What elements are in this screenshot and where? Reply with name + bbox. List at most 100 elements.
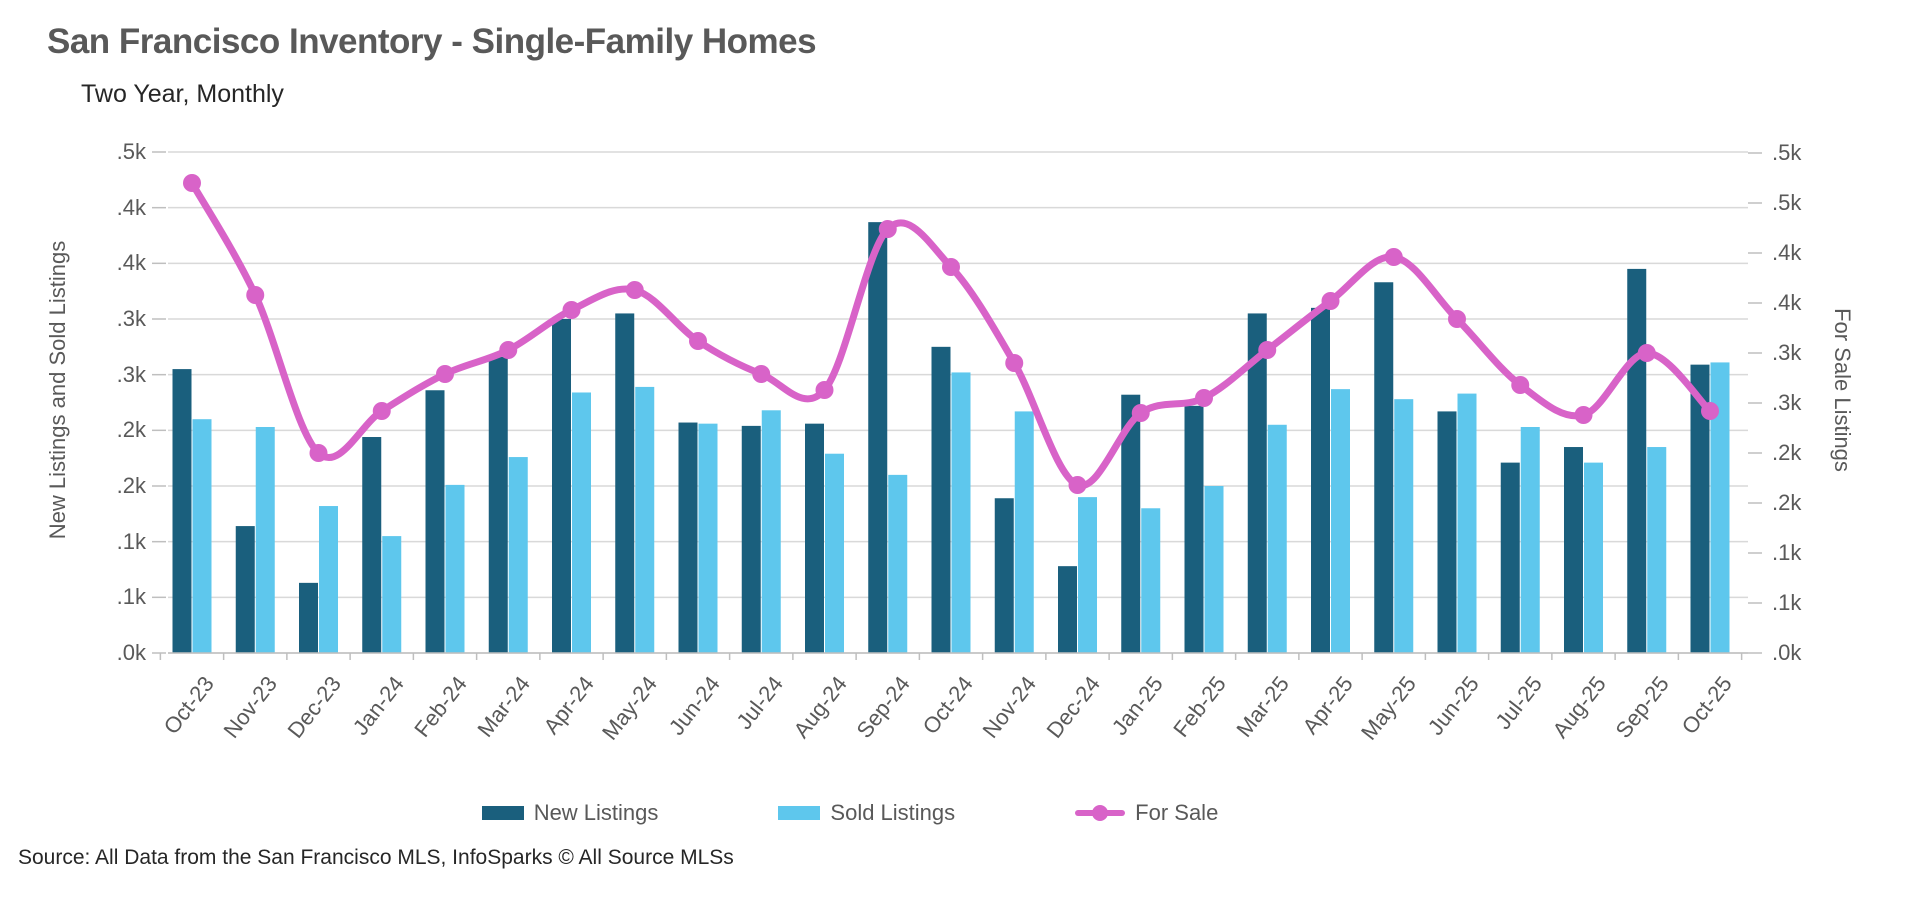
right-axis-tick-label: .4k [1772,290,1802,315]
bar-new-listings [1184,405,1204,653]
for-sale-point [309,444,328,462]
bar-new-listings [172,369,192,653]
for-sale-point [1448,310,1466,328]
chart-legend: New Listings Sold Listings For Sale [0,800,1700,826]
bar-new-listings [1247,313,1267,653]
for-sale-line [188,179,1714,490]
for-sale-point [1005,354,1024,372]
for-sale-point [372,402,391,420]
for-sale-point [562,301,581,319]
legend-label: New Listings [533,800,659,825]
bar-sold-listings [192,419,212,653]
for-sale-point [246,286,265,304]
right-axis-tick-label: .5k [1772,190,1802,215]
bar-sold-listings [1520,426,1540,653]
bar-sold-listings [761,410,781,653]
bar-new-listings [678,422,698,653]
left-axis-tick-label: .2k [116,417,146,443]
left-axis-tick-label: .1k [116,584,146,610]
for-sale-point [878,220,897,238]
bar-new-listings [1627,268,1647,653]
for-sale-point [1068,476,1087,494]
right-axis-tick-label: .4k [1772,240,1802,265]
legend-label: Sold Listings [830,800,956,825]
right-axis-tick-label: .3k [1772,390,1802,415]
bar-new-listings [299,582,318,653]
for-sale-point [1321,292,1340,310]
bar-sold-listings [445,484,465,653]
bar-sold-listings [1267,424,1287,653]
chart-title: San Francisco Inventory - Single-Family … [47,22,817,61]
right-axis-tick-label: .3k [1772,340,1802,365]
bar-sold-listings [319,506,338,653]
bar-sold-listings [255,426,275,653]
bar-new-listings [1121,394,1141,653]
bar-sold-listings [698,423,718,653]
bar-sold-listings [825,453,844,653]
bar-new-listings [1500,462,1520,653]
bar-new-listings [615,313,635,653]
bar-new-listings [425,390,445,653]
bar-new-listings [805,423,824,653]
bar-new-listings [741,425,761,653]
legend-swatch-icon [778,806,821,820]
bar-sold-listings [1141,508,1161,653]
bar-new-listings [362,437,382,653]
left-axis-tick-label: .4k [116,250,146,276]
bar-sold-listings [1204,486,1224,653]
left-axis-tick-label: .4k [116,194,146,220]
left-axis-tick-label: .3k [116,361,146,387]
legend-swatch-icon [481,806,524,820]
bar-new-listings [1437,411,1457,653]
right-axis-tick-label: .5k [1772,140,1802,165]
bar-sold-listings [635,386,655,653]
for-sale-point [689,332,707,350]
for-sale-point [1637,344,1656,362]
bar-sold-listings [951,372,971,653]
for-sale-point [1574,406,1593,424]
for-sale-point [1258,341,1277,359]
bar-sold-listings [1078,497,1097,653]
left-axis-tick-label: .0k [116,640,146,665]
legend-item-sold-listings: Sold Listings [778,800,955,826]
for-sale-point [183,174,201,192]
bar-new-listings [994,498,1014,653]
right-axis-tick-label: .0k [1772,640,1802,665]
legend-label: For Sale [1135,800,1219,825]
for-sale-point [942,258,960,276]
legend-line-marker [1092,805,1109,821]
bar-new-listings [1374,282,1394,653]
bar-new-listings [931,346,951,653]
right-axis-tick-label: .1k [1772,590,1802,615]
bar-new-listings [235,526,255,653]
for-sale-point [1384,248,1403,266]
bar-sold-listings [1014,411,1034,653]
bar-sold-listings [382,536,402,653]
for-sale-point [625,281,644,299]
for-sale-point [499,341,518,359]
left-axis-tick-label: .3k [116,306,146,331]
left-axis-title: New Listings and Sold Listings [45,240,70,540]
for-sale-point [815,381,834,399]
bar-new-listings [1058,566,1077,653]
bar-new-listings [488,356,508,653]
for-sale-point [1511,376,1530,394]
for-sale-point [752,365,771,383]
right-axis-tick-label: .2k [1772,440,1802,465]
for-sale-point [1131,404,1150,422]
chart-subtitle: Two Year, Monthly [81,80,284,108]
source-note: Source: All Data from the San Francisco … [18,846,734,869]
bar-sold-listings [572,392,591,653]
bar-sold-listings [1584,462,1603,653]
bar-new-listings [552,319,571,653]
bar-sold-listings [888,474,908,653]
bar-sold-listings [508,457,528,653]
bar-sold-listings [1710,362,1730,653]
left-axis-tick-label: .2k [116,473,146,498]
right-axis-tick-label: .1k [1772,540,1802,565]
for-sale-point [1701,402,1719,420]
bar-sold-listings [1457,393,1477,653]
for-sale-point [436,365,454,383]
